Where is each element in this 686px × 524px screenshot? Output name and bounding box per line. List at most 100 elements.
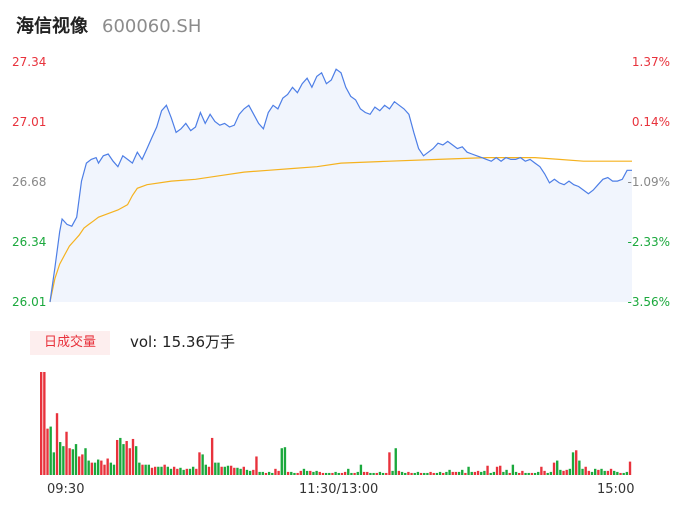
volume-bar — [141, 464, 144, 475]
price-tick: 26.34 — [12, 235, 47, 249]
volume-bar — [58, 442, 62, 475]
volume-bar — [483, 470, 486, 475]
pct-tick: -1.09% — [627, 175, 670, 189]
volume-bar — [445, 471, 448, 475]
volume-bar — [372, 472, 375, 475]
volume-bar — [454, 471, 458, 475]
volume-bar — [267, 471, 271, 475]
time-tick: 09:30 — [47, 482, 85, 497]
volume-bar — [603, 470, 606, 475]
volume-bar — [331, 472, 334, 475]
volume-bar — [622, 472, 625, 475]
volume-bar — [511, 464, 515, 475]
volume-bar — [502, 471, 505, 475]
volume-bar — [52, 452, 56, 475]
volume-bar — [489, 472, 492, 475]
volume-bar — [274, 468, 277, 475]
volume-bar — [195, 468, 198, 475]
time-tick: 11:30/13:00 — [299, 482, 379, 497]
volume-bar — [426, 472, 429, 475]
volume-bar — [362, 471, 366, 475]
volume-bar — [568, 468, 572, 475]
volume-bar — [613, 470, 616, 475]
volume-bar — [594, 468, 597, 475]
volume-bar — [245, 469, 249, 475]
volume-bar — [40, 372, 43, 475]
volume-bar — [115, 439, 119, 475]
volume-bar — [49, 426, 52, 475]
volume-bar — [182, 469, 185, 475]
volume-bar — [271, 472, 274, 475]
volume-bar — [106, 458, 109, 475]
volume-bar — [413, 472, 416, 475]
price-line — [49, 68, 632, 303]
volume-bar — [172, 466, 176, 475]
volume-bar — [533, 472, 537, 475]
volume-bar — [153, 466, 157, 475]
volume-bar — [480, 471, 483, 475]
volume-bar — [423, 472, 426, 475]
volume-bar — [185, 468, 188, 475]
volume-bar — [283, 447, 287, 475]
volume-bar — [239, 468, 242, 475]
volume-bar — [353, 472, 356, 475]
volume-bar — [87, 460, 90, 475]
volume-bar — [131, 438, 135, 475]
volume-bar — [397, 470, 401, 475]
volume-bar — [495, 466, 499, 475]
volume-bar — [290, 471, 293, 475]
volume-bar — [62, 446, 65, 475]
volume-bar — [432, 472, 435, 475]
volume-bar — [160, 466, 163, 475]
volume-bar — [416, 471, 420, 475]
volume-bar — [366, 471, 369, 475]
volume-bar — [505, 469, 508, 475]
volume-bar — [318, 471, 321, 475]
volume-bar — [65, 431, 68, 475]
volume-bar — [166, 466, 169, 475]
volume-bar — [264, 472, 268, 475]
volume-bar — [565, 469, 568, 475]
volume-bar — [385, 472, 388, 475]
volume-bar — [442, 472, 445, 475]
volume-bar — [138, 462, 141, 475]
volume-bar — [296, 472, 299, 475]
volume-bar — [150, 467, 154, 475]
volume-bar — [521, 470, 524, 475]
volume-bar — [305, 470, 309, 475]
volume-tab[interactable]: 日成交量 — [30, 331, 110, 355]
volume-bar — [112, 464, 116, 475]
volume-summary: vol: 15.36万手 — [130, 333, 235, 351]
volume-bar — [255, 456, 258, 475]
volume-bar — [410, 472, 413, 475]
volume-bar — [609, 468, 613, 475]
price-area — [50, 69, 632, 302]
chart-header: 海信视像 600060.SH — [16, 12, 201, 40]
volume-bar — [486, 465, 489, 475]
pct-tick: 1.37% — [631, 55, 670, 69]
volume-bar — [179, 467, 182, 475]
volume-bar — [147, 464, 151, 475]
volume-bar — [46, 428, 49, 475]
volume-bar — [381, 472, 385, 475]
volume-bar — [375, 472, 378, 475]
volume-bar — [343, 471, 347, 475]
volume-bar — [312, 471, 315, 475]
volume-bar — [223, 466, 226, 475]
price-tick: 26.68 — [12, 175, 47, 189]
volume-bar — [391, 470, 394, 475]
volume-bar — [201, 454, 204, 475]
volume-bar — [540, 466, 543, 475]
volume-bar — [537, 471, 540, 475]
volume-bar — [226, 465, 230, 475]
volume-bar — [324, 472, 328, 475]
volume-bar — [315, 470, 318, 475]
volume-bar — [556, 460, 559, 475]
volume-bar — [584, 466, 587, 475]
volume-bar — [394, 448, 397, 475]
volume-bar — [198, 452, 201, 475]
volume-bar — [293, 472, 296, 475]
volume-bar — [350, 472, 353, 475]
volume-bar — [451, 471, 454, 475]
